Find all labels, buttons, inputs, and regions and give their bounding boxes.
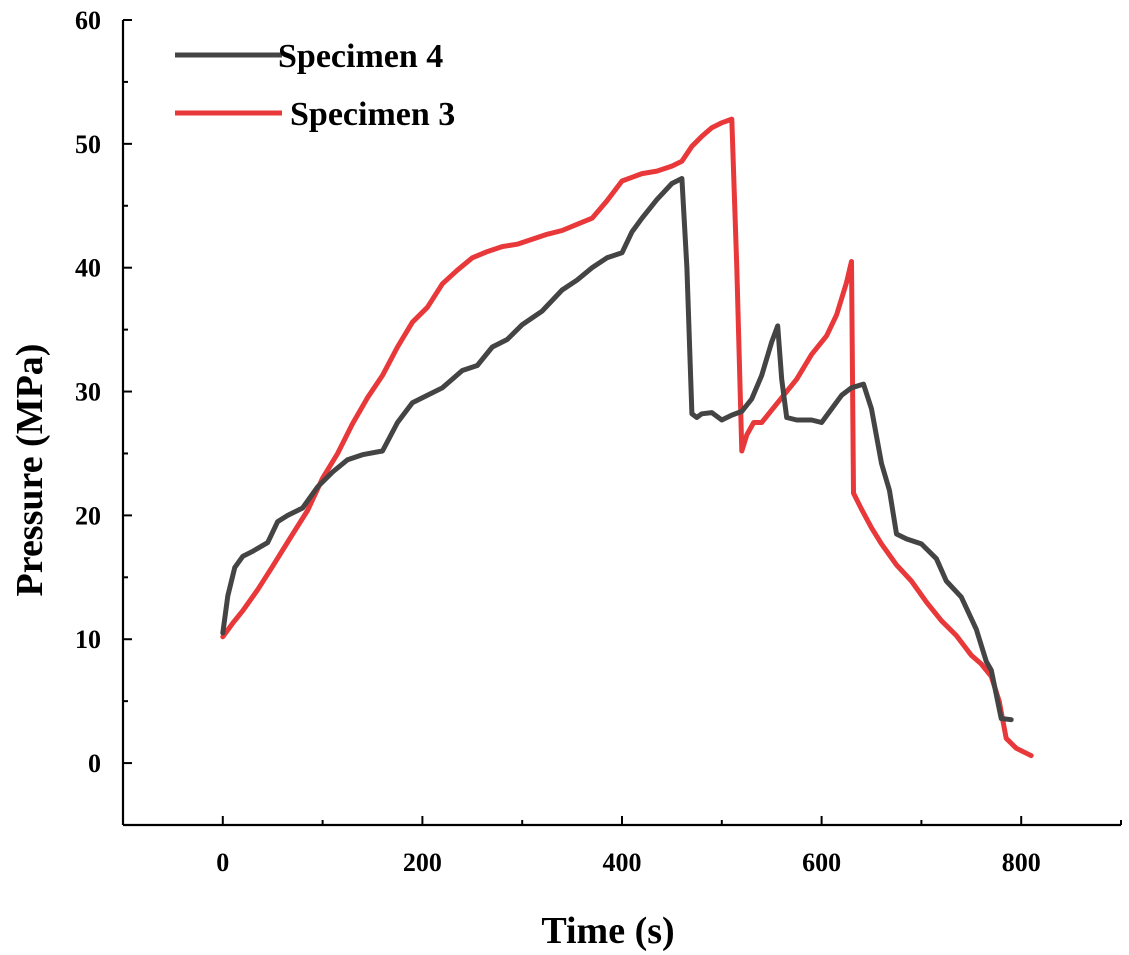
x-tick-label: 600 [802,848,841,877]
series-line-specimen-3 [220,116,1034,759]
y-tick-label: 50 [75,130,101,159]
series-line-specimen-4 [220,176,1014,723]
series-layer [220,116,1034,759]
legend-label: Specimen 3 [290,96,455,133]
y-tick-label: 0 [88,749,101,778]
y-tick-label: 30 [75,378,101,407]
y-tick-label: 20 [75,501,101,530]
y-tick-label: 60 [75,6,101,35]
x-tick-label: 800 [1002,848,1041,877]
y-axis-title: Pressure (MPa) [9,344,51,597]
x-axis-title: Time (s) [541,910,674,952]
legend: Specimen 4 Specimen 3 [175,38,455,133]
y-tick-label: 10 [75,625,101,654]
y-tick-label: 40 [75,254,101,283]
x-tick-label: 0 [216,848,229,877]
x-tick-label: 400 [603,848,642,877]
x-tick-label: 200 [403,848,442,877]
legend-label: Specimen 4 [278,38,443,75]
